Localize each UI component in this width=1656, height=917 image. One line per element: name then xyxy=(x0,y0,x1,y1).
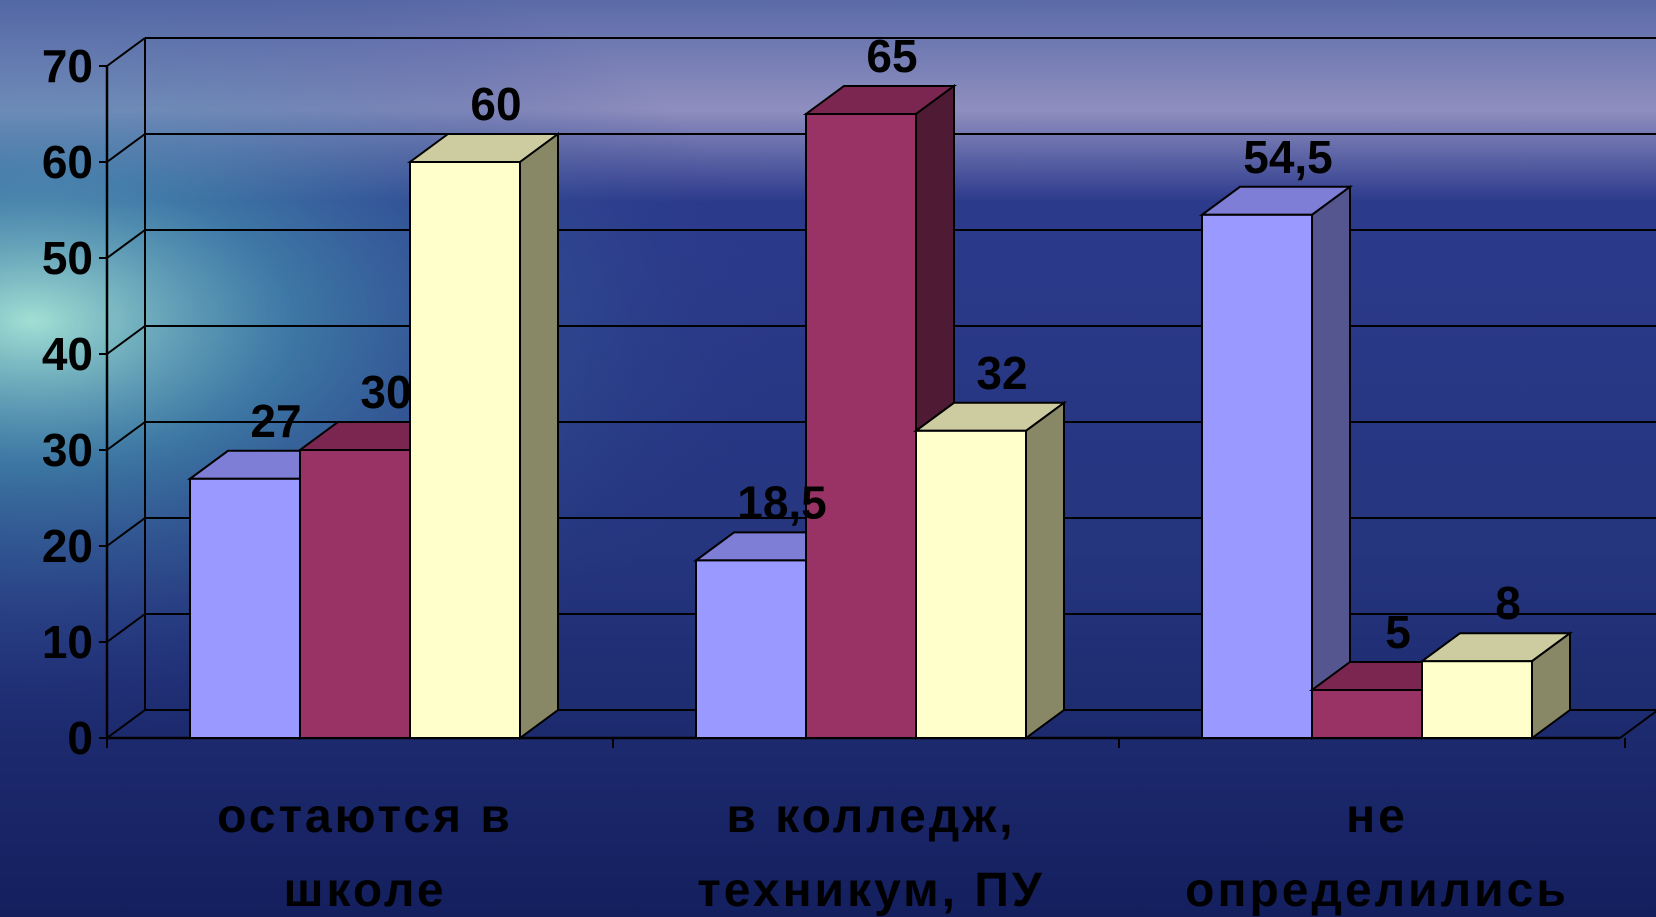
grid-diagonal xyxy=(106,133,146,163)
x-category-label: определились xyxy=(1185,864,1569,917)
data-label: 30 xyxy=(360,366,411,418)
bar-group xyxy=(406,132,562,740)
data-label: 18,5 xyxy=(737,476,827,528)
grid-diagonal xyxy=(106,325,146,355)
y-tick-label: 70 xyxy=(42,40,93,92)
grid-diagonal xyxy=(106,37,146,67)
grid-diagonal xyxy=(106,229,146,259)
bar-group xyxy=(912,400,1068,740)
grid-diagonal xyxy=(106,421,146,451)
y-tick-label: 10 xyxy=(42,616,93,668)
data-label: 27 xyxy=(250,395,301,447)
data-label: 54,5 xyxy=(1243,131,1333,183)
y-tick-label: 60 xyxy=(42,136,93,188)
labels-group: 27 30 60 остаются в школе 18,5 65 32 в колледж, т… xyxy=(217,30,1569,917)
bar xyxy=(915,429,1027,739)
bar xyxy=(409,161,521,739)
x-category-label: техникум, ПУ xyxy=(697,864,1044,917)
grid-diagonal xyxy=(106,613,146,643)
data-label: 60 xyxy=(470,78,521,130)
x-category-label: в колледж, xyxy=(726,790,1015,843)
bar-side xyxy=(1025,400,1065,740)
bar xyxy=(805,113,917,739)
data-label: 32 xyxy=(976,347,1027,399)
bar-group xyxy=(1198,184,1354,740)
y-tick-label: 50 xyxy=(42,232,93,284)
data-label: 8 xyxy=(1495,577,1521,629)
bar xyxy=(299,449,411,739)
bar xyxy=(189,477,301,739)
grid-diagonal xyxy=(106,517,146,547)
floor-edge xyxy=(1619,710,1656,739)
y-tick-label: 30 xyxy=(42,424,93,476)
bar xyxy=(1201,213,1313,740)
data-label: 65 xyxy=(866,30,917,82)
bar-group xyxy=(1418,631,1574,740)
bars-group xyxy=(186,84,1574,740)
y-tick-label: 20 xyxy=(42,520,93,572)
data-label: 5 xyxy=(1385,606,1411,658)
grid-diagonal xyxy=(106,709,146,739)
y-tick-label: 0 xyxy=(67,712,93,764)
bar xyxy=(695,559,807,740)
x-category-label: школе xyxy=(283,864,446,917)
x-category-label: остаются в xyxy=(217,790,513,843)
bar xyxy=(1311,689,1423,739)
y-tick-label: 40 xyxy=(42,328,93,380)
x-category-label: не xyxy=(1346,790,1408,843)
bar-side xyxy=(519,132,559,740)
bar-side xyxy=(1311,184,1351,740)
bar xyxy=(1421,660,1533,740)
